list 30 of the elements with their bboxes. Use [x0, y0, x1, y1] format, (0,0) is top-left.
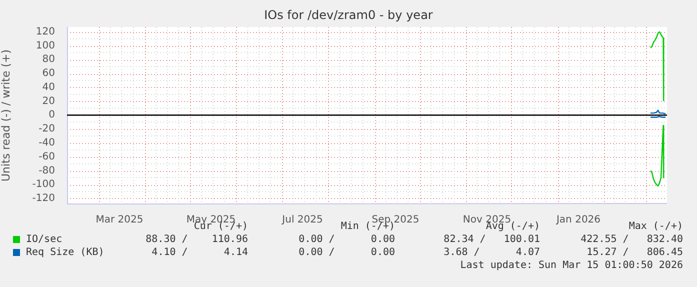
y-tick-label: 80: [42, 54, 55, 66]
text: 15.27 / 806.45: [586, 247, 683, 258]
x-tick-label: Mar 2025: [96, 214, 144, 226]
y-tick-label: 120: [36, 26, 55, 38]
y-tick-label: -40: [38, 138, 55, 149]
y-tick-label: -100: [32, 179, 55, 190]
y-tick-label: 20: [42, 96, 55, 107]
text: 88.30 / 110.96: [146, 234, 248, 245]
legend-label: IO/sec: [26, 234, 62, 245]
chart-title: IOs for /dev/zram0 - by year: [263, 8, 434, 22]
y-tick-label: 60: [42, 68, 55, 80]
text: 3.68 / 4.07: [444, 247, 540, 258]
x-tick-label: Jul 2025: [281, 214, 323, 226]
y-tick-label: -60: [38, 151, 55, 162]
text: Max (-/+): [628, 221, 683, 232]
text: 422.55 / 832.40: [580, 234, 683, 245]
legend-label: Req Size (KB): [26, 247, 104, 258]
y-tick-label: 0: [48, 110, 55, 121]
y-axis-title: Units read (-) / write (+): [0, 49, 12, 182]
y-tick-label: -80: [38, 165, 55, 176]
text: 0.00 / 0.00: [298, 234, 395, 245]
text: 82.34 / 100.01: [444, 234, 540, 245]
y-tick-label: 40: [42, 82, 55, 93]
text: Last update: Sun Mar 15 01:00:50 2026: [460, 260, 683, 271]
y-tick-label: 100: [36, 40, 55, 52]
y-tick-label: -20: [38, 124, 55, 135]
x-tick-label: Jan 2026: [555, 214, 601, 226]
text: 4.10 / 4.14: [152, 247, 248, 258]
y-tick-label: -120: [32, 193, 55, 204]
text: 0.00 / 0.00: [298, 247, 395, 258]
